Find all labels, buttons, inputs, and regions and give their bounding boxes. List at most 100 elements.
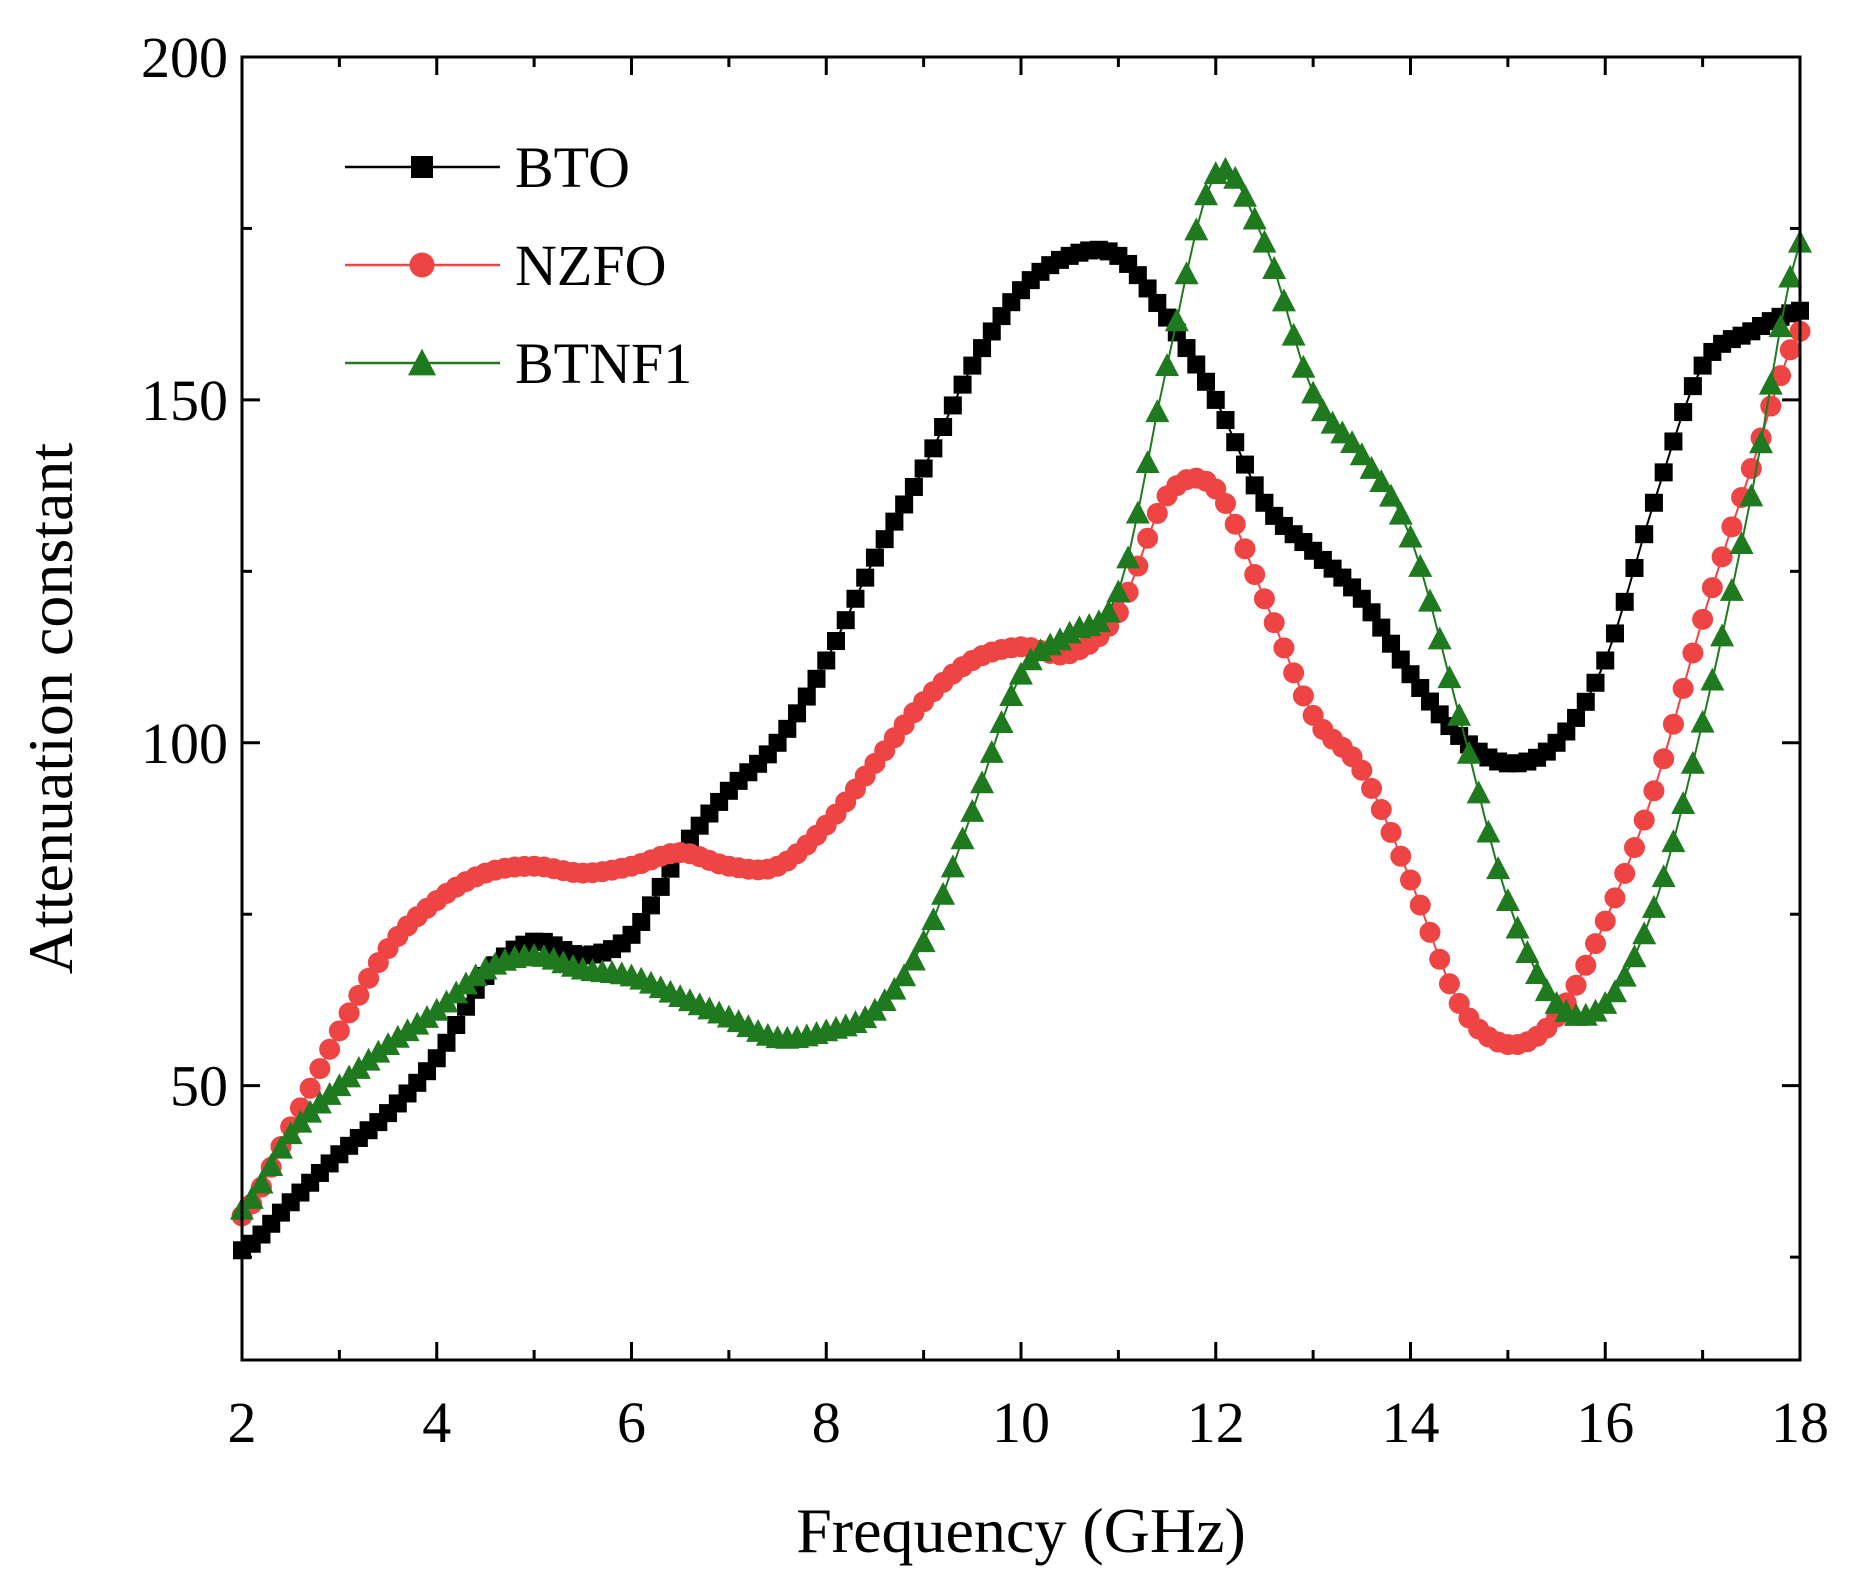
data-point [1028,638,1053,662]
data-point [1244,564,1266,586]
data-point [249,1170,274,1194]
data-point [1700,667,1725,691]
data-point [1671,791,1696,814]
data-point [1271,288,1296,312]
data-point [1760,395,1782,417]
data-point [1361,777,1383,799]
data-point [1400,869,1421,891]
data-point [1398,524,1423,548]
data-point [1235,455,1254,474]
data-point [1729,531,1754,555]
data-point [1351,759,1373,781]
x-axis-title: Frequency (GHz) [796,1495,1246,1566]
y-tick-label: 150 [141,368,228,433]
x-tick-label: 18 [1771,1390,1829,1455]
data-point [836,611,855,630]
data-point [778,719,797,738]
data-point [1252,229,1277,253]
data-point [1437,665,1462,689]
data-point [1615,592,1634,611]
data-point [1447,702,1472,726]
data-point [797,687,816,706]
legend-marker [411,156,433,178]
data-point [1710,623,1735,647]
data-point [1701,577,1723,599]
data-point [1223,165,1248,189]
series-btnf1 [230,156,1812,1220]
data-point [1292,685,1314,707]
series-nzfo [231,320,1811,1227]
y-tick-label: 50 [170,1054,228,1119]
series-line-btnf1 [241,168,1801,1210]
data-point [1567,708,1586,727]
data-point [309,1058,331,1080]
data-point [1486,856,1511,880]
data-point [1372,618,1391,637]
data-point [1155,353,1180,377]
data-point [1653,748,1675,770]
data-point [1262,256,1287,279]
data-point [1380,821,1402,843]
data-point [1411,678,1430,697]
data-point [1362,603,1381,622]
data-point [338,1002,360,1024]
data-point [1349,442,1374,466]
data-point [1369,469,1394,493]
data-point [1224,513,1246,535]
data-point [1340,430,1365,453]
data-point [1623,837,1645,859]
data-point [1605,624,1624,643]
data-point [1125,500,1150,524]
data-point [268,1135,293,1159]
data-point [768,733,787,752]
data-point [1661,829,1686,853]
data-point [1106,579,1131,603]
data-point [1585,933,1607,955]
data-point [1505,915,1530,939]
legend-marker [409,252,435,278]
data-point [1391,650,1410,669]
data-point [1194,182,1219,206]
data-point [1390,845,1412,867]
data-point [1214,492,1236,514]
x-tick-label: 16 [1576,1390,1634,1455]
data-point [1427,626,1452,650]
data-point [299,1077,321,1099]
data-point [1682,642,1704,664]
data-point [892,963,917,987]
data-point [885,512,904,531]
data-point [1273,637,1295,659]
data-point [1226,433,1245,452]
data-point [1664,432,1683,451]
data-point [328,1020,350,1042]
data-point [1174,261,1199,285]
data-point [1602,979,1627,1003]
data-point [1232,183,1257,207]
data-point [1263,612,1285,634]
data-point [385,1024,410,1048]
data-point [992,307,1011,326]
data-point [807,669,826,688]
data-point [1778,264,1803,288]
data-point [950,826,975,850]
data-point [1711,546,1733,568]
series-group [230,156,1812,1260]
data-point [914,459,933,478]
data-point [999,683,1024,707]
data-point [1184,217,1209,241]
data-point [856,568,875,587]
series-line-nzfo [241,330,1801,1217]
data-point [1301,380,1326,404]
data-point [1557,722,1576,741]
legend-label: NZFO [515,233,666,298]
data-point [1690,709,1715,733]
data-point [979,739,1004,763]
data-point [1622,944,1647,968]
data-point [1643,780,1665,802]
data-point [1476,819,1501,843]
data-point [278,1121,303,1145]
legend: BTO NZFO BTNF1 [345,135,692,396]
data-point [1370,799,1392,821]
data-point [1352,589,1371,608]
data-point [1749,430,1774,454]
